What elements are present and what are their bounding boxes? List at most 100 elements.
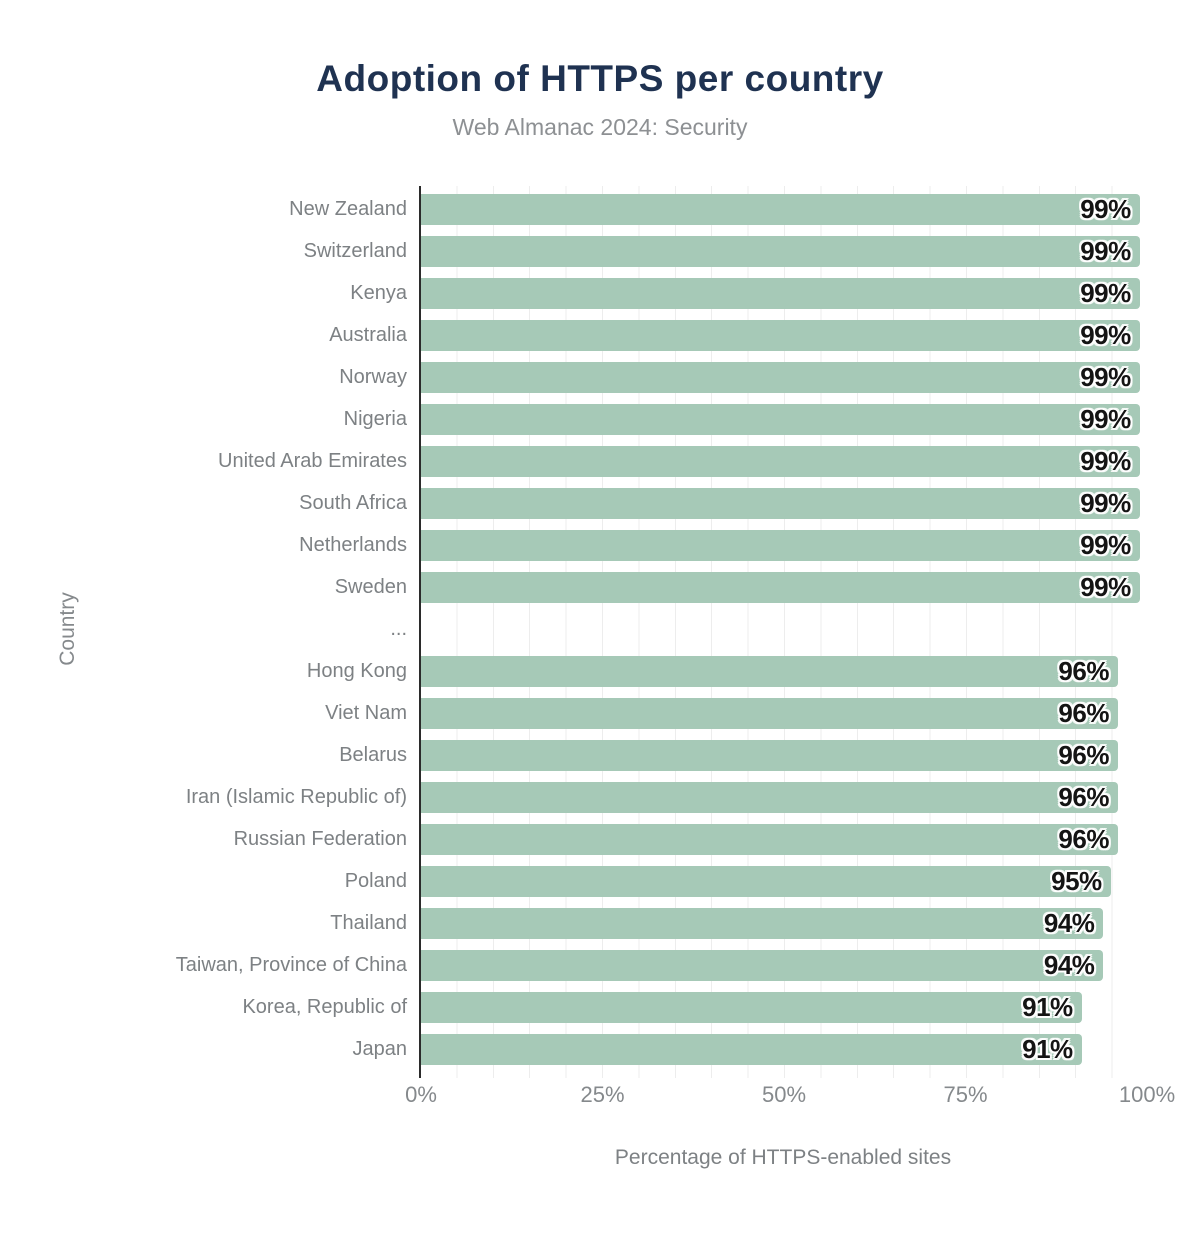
bar: 96%	[421, 697, 1118, 729]
country-label: United Arab Emirates	[218, 449, 407, 472]
bar-value-label: 99%	[1080, 487, 1131, 518]
bar: 95%	[421, 865, 1111, 897]
x-tick-label: 0%	[405, 1082, 437, 1107]
country-label: Belarus	[339, 743, 407, 766]
country-label: Australia	[329, 323, 407, 346]
country-label: ...	[390, 617, 407, 640]
bar-track: 99%	[421, 235, 1147, 267]
bar: 96%	[421, 739, 1118, 771]
country-label: Switzerland	[303, 239, 407, 262]
chart-row: Russian Federation 96%	[0, 818, 1200, 860]
bar: 99%	[421, 361, 1140, 393]
bar: 96%	[421, 823, 1118, 855]
bar-value-label: 95%	[1051, 865, 1102, 896]
x-tick-label: 25%	[580, 1082, 625, 1107]
chart-row: Japan 91%	[0, 1028, 1200, 1070]
bar-value-label: 99%	[1080, 319, 1131, 350]
bar-track: 96%	[421, 697, 1147, 729]
bar-value-label: 91%	[1022, 1033, 1073, 1064]
chart-row: New Zealand 99%	[0, 188, 1200, 230]
bar-track	[421, 614, 1147, 645]
country-label: Nigeria	[343, 407, 407, 430]
bar: 94%	[421, 907, 1104, 939]
bar-value-label: 99%	[1080, 193, 1131, 224]
bar-track: 99%	[421, 529, 1147, 561]
bar-track: 99%	[421, 277, 1147, 309]
chart-row: Australia 99%	[0, 314, 1200, 356]
chart-row: Hong Kong 96%	[0, 650, 1200, 692]
country-label: Poland	[344, 869, 407, 892]
bar-track: 95%	[421, 865, 1147, 897]
country-label: Norway	[339, 365, 407, 388]
country-label: Netherlands	[299, 533, 407, 556]
country-label: Iran (Islamic Republic of)	[185, 785, 407, 808]
bar: 96%	[421, 781, 1118, 813]
bar: 99%	[421, 193, 1140, 225]
x-tick-label: 50%	[761, 1082, 807, 1107]
bar: 99%	[421, 403, 1140, 435]
bar-value-label: 96%	[1058, 781, 1109, 812]
country-label: Japan	[352, 1037, 408, 1060]
country-label: Korea, Republic of	[242, 995, 407, 1018]
bar-track: 96%	[421, 781, 1147, 813]
bar-track: 91%	[421, 1033, 1147, 1065]
chart-row: Belarus 96%	[0, 734, 1200, 776]
x-tick-label: 75%	[943, 1082, 988, 1107]
bar-value-label: 99%	[1080, 403, 1131, 434]
bar-track: 99%	[421, 571, 1147, 603]
bar: 99%	[421, 487, 1140, 519]
country-label: New Zealand	[289, 197, 407, 220]
bar-rows: New Zealand 99% Switzerland 99% Kenya 99% Aust…	[0, 188, 1200, 1070]
country-label: Russian Federation	[233, 827, 407, 850]
chart-row: Netherlands 99%	[0, 524, 1200, 566]
bar: 91%	[421, 1033, 1082, 1065]
bar-value-label: 96%	[1058, 739, 1109, 770]
chart-row: Iran (Islamic Republic of) 96%	[0, 776, 1200, 818]
bar-value-label: 99%	[1080, 445, 1131, 476]
chart-row: Viet Nam 96%	[0, 692, 1200, 734]
chart-row: Sweden 99%	[0, 566, 1200, 608]
country-label: Kenya	[350, 281, 407, 304]
chart-title: Adoption of HTTPS per country	[316, 58, 884, 99]
chart-row: Nigeria 99%	[0, 398, 1200, 440]
bar: 99%	[421, 529, 1140, 561]
chart-row: Poland 95%	[0, 860, 1200, 902]
bar-value-label: 96%	[1058, 697, 1109, 728]
chart-row: ...	[0, 608, 1200, 650]
country-label: Viet Nam	[325, 701, 407, 724]
y-axis-title: Country	[56, 592, 79, 666]
bar-value-label: 99%	[1080, 529, 1131, 560]
bar-track: 96%	[421, 655, 1147, 687]
bar-value-label: 94%	[1043, 907, 1095, 938]
chart-subtitle: Web Almanac 2024: Security	[452, 114, 748, 140]
bar-track: 96%	[421, 823, 1147, 855]
x-axis-title: Percentage of HTTPS-enabled sites	[614, 1146, 952, 1169]
chart-row: United Arab Emirates 99%	[0, 440, 1200, 482]
bar: 99%	[421, 445, 1140, 477]
country-label: Thailand	[330, 911, 407, 934]
chart-row: Kenya 99%	[0, 272, 1200, 314]
bar-track: 99%	[421, 487, 1147, 519]
country-label: Sweden	[334, 575, 407, 598]
bar-track: 99%	[421, 403, 1147, 435]
bar-track: 94%	[421, 949, 1147, 981]
chart-row: Thailand 94%	[0, 902, 1200, 944]
country-label: Taiwan, Province of China	[175, 953, 407, 976]
bar: 99%	[421, 571, 1140, 603]
bar: 96%	[421, 655, 1118, 687]
bar-track: 91%	[421, 991, 1147, 1023]
bar-value-label: 99%	[1080, 277, 1131, 308]
bar-track: 99%	[421, 319, 1147, 351]
bar-track: 96%	[421, 739, 1147, 771]
bar: 99%	[421, 235, 1140, 267]
bar-value-label: 99%	[1080, 571, 1131, 602]
x-tick-label: 100%	[1118, 1082, 1176, 1107]
country-label: Hong Kong	[306, 659, 407, 682]
bar-value-label: 99%	[1080, 235, 1131, 266]
chart-row: Taiwan, Province of China 94%	[0, 944, 1200, 986]
bar-value-label: 96%	[1058, 655, 1109, 686]
bar: 99%	[421, 319, 1140, 351]
bar-track: 99%	[421, 445, 1147, 477]
chart-row: Norway 99%	[0, 356, 1200, 398]
